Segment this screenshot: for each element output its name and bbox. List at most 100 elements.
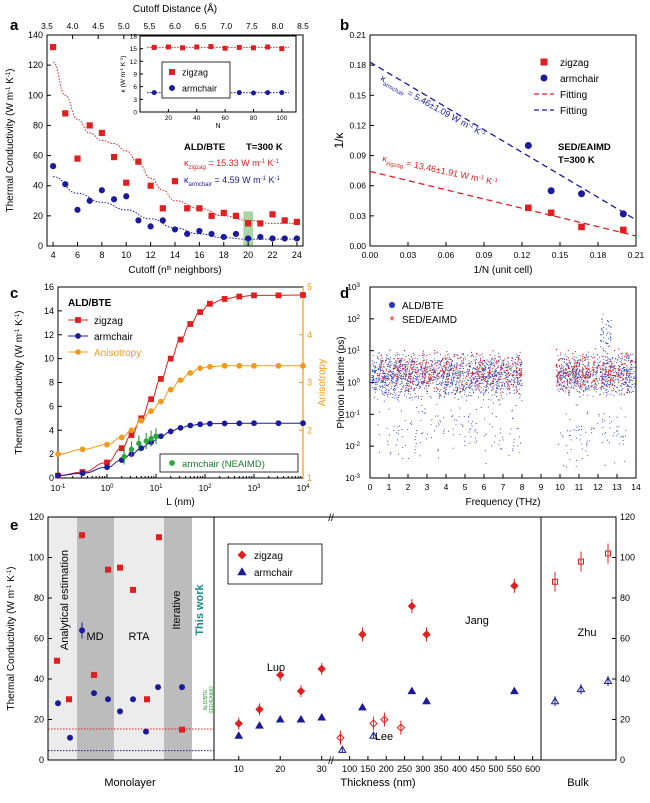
lifetime-point (613, 384, 615, 387)
lifetime-point (407, 364, 409, 366)
lifetime-point (447, 393, 450, 395)
lifetime-point (630, 364, 632, 366)
lifetime-point (437, 379, 439, 381)
lifetime-point (380, 386, 382, 388)
lifetime-point (421, 432, 423, 435)
x-tick-label: 300 (415, 764, 430, 774)
lifetime-point (570, 439, 572, 441)
lifetime-point (508, 362, 510, 364)
x-tick-label: 2 (406, 482, 411, 492)
lifetime-point (383, 363, 385, 365)
lifetime-point (503, 360, 505, 362)
lifetime-point (387, 366, 389, 368)
lifetime-point (416, 376, 419, 378)
inset-y-tick-label: 9 (133, 72, 137, 79)
lifetime-point (375, 366, 377, 368)
lifetime-point (474, 375, 476, 378)
lifetime-point (471, 362, 473, 364)
ref-label-jang: Jang (465, 615, 489, 627)
lifetime-point (591, 428, 593, 430)
lifetime-point (447, 381, 450, 383)
lifetime-point (605, 385, 608, 387)
lifetime-point (447, 392, 449, 394)
lifetime-point (621, 359, 623, 361)
lifetime-point (420, 366, 422, 368)
lifetime-point (385, 369, 388, 371)
lifetime-point (521, 361, 523, 363)
lifetime-point (599, 368, 602, 370)
lifetime-point (624, 355, 626, 358)
x-tick-label: 104 (297, 483, 310, 493)
superscript: 4 (306, 484, 310, 490)
lifetime-point (487, 384, 489, 386)
lifetime-point (577, 404, 579, 406)
lifetime-point (596, 368, 598, 370)
legend-zigzag-marker (237, 550, 247, 560)
lifetime-point (389, 357, 392, 359)
lifetime-point (426, 433, 429, 435)
lifetime-point (595, 391, 597, 393)
lifetime-point (446, 375, 448, 378)
text-span: κ (382, 153, 389, 164)
x-tick-label: 400 (452, 764, 467, 774)
lifetime-point (516, 356, 518, 358)
armchair-fit-line (369, 61, 637, 221)
luo-armchair-point (317, 712, 327, 721)
x-tick-label: 500 (489, 764, 504, 774)
lifetime-point (603, 382, 605, 384)
lifetime-point (478, 385, 481, 387)
lifetime-point (588, 371, 590, 373)
lifetime-point (567, 357, 569, 359)
lifetime-point (508, 380, 510, 383)
lifetime-point (417, 367, 419, 369)
lifetime-point (516, 366, 518, 369)
lifetime-point (565, 388, 567, 390)
lifetime-point (391, 372, 393, 374)
lifetime-point (474, 368, 476, 370)
lifetime-point (426, 438, 428, 440)
luo-armchair-point (255, 721, 264, 729)
lifetime-point (499, 428, 501, 430)
mono-zigzag-point (79, 532, 85, 539)
lifetime-point (558, 381, 560, 383)
lifetime-point (424, 375, 426, 377)
lifetime-point (399, 364, 401, 367)
armchair-point (86, 197, 93, 204)
panel-label: b (340, 17, 349, 34)
lifetime-point (403, 374, 405, 376)
lifetime-point (429, 370, 431, 372)
lifetime-point (461, 365, 464, 367)
lifetime-point (613, 379, 615, 381)
y-tick-label: 12 (44, 330, 54, 340)
lifetime-point (439, 370, 442, 372)
lifetime-point (410, 364, 413, 366)
lifetime-point (470, 373, 472, 375)
neaimd-legend-label: armchair (NEAIMD) (182, 459, 265, 470)
thick-armchair-point (407, 686, 417, 695)
text-span: K (120, 61, 127, 68)
lifetime-point (509, 387, 511, 390)
lifetime-point (562, 385, 565, 387)
lifetime-point (395, 444, 397, 446)
armchair-point (269, 235, 276, 242)
lifetime-point (377, 367, 379, 370)
lifetime-point (397, 426, 399, 428)
armchair-point (197, 421, 204, 428)
lifetime-point (461, 382, 463, 384)
lifetime-point (463, 380, 465, 382)
lifetime-point (568, 393, 570, 395)
lifetime-point (589, 440, 591, 442)
lifetime-point (624, 435, 626, 437)
lifetime-point (412, 366, 414, 368)
this-work-sub1: ALD/BTE (203, 689, 209, 711)
lifetime-point (623, 359, 625, 361)
lifetime-point (560, 384, 563, 386)
lifetime-point (477, 386, 479, 388)
lifetime-point (615, 435, 617, 437)
lifetime-point (586, 445, 588, 447)
lifetime-point (413, 390, 415, 392)
lifetime-point (444, 355, 446, 357)
lifetime-point (569, 377, 571, 379)
anisotropy-point (158, 398, 164, 405)
lifetime-point (509, 392, 511, 394)
